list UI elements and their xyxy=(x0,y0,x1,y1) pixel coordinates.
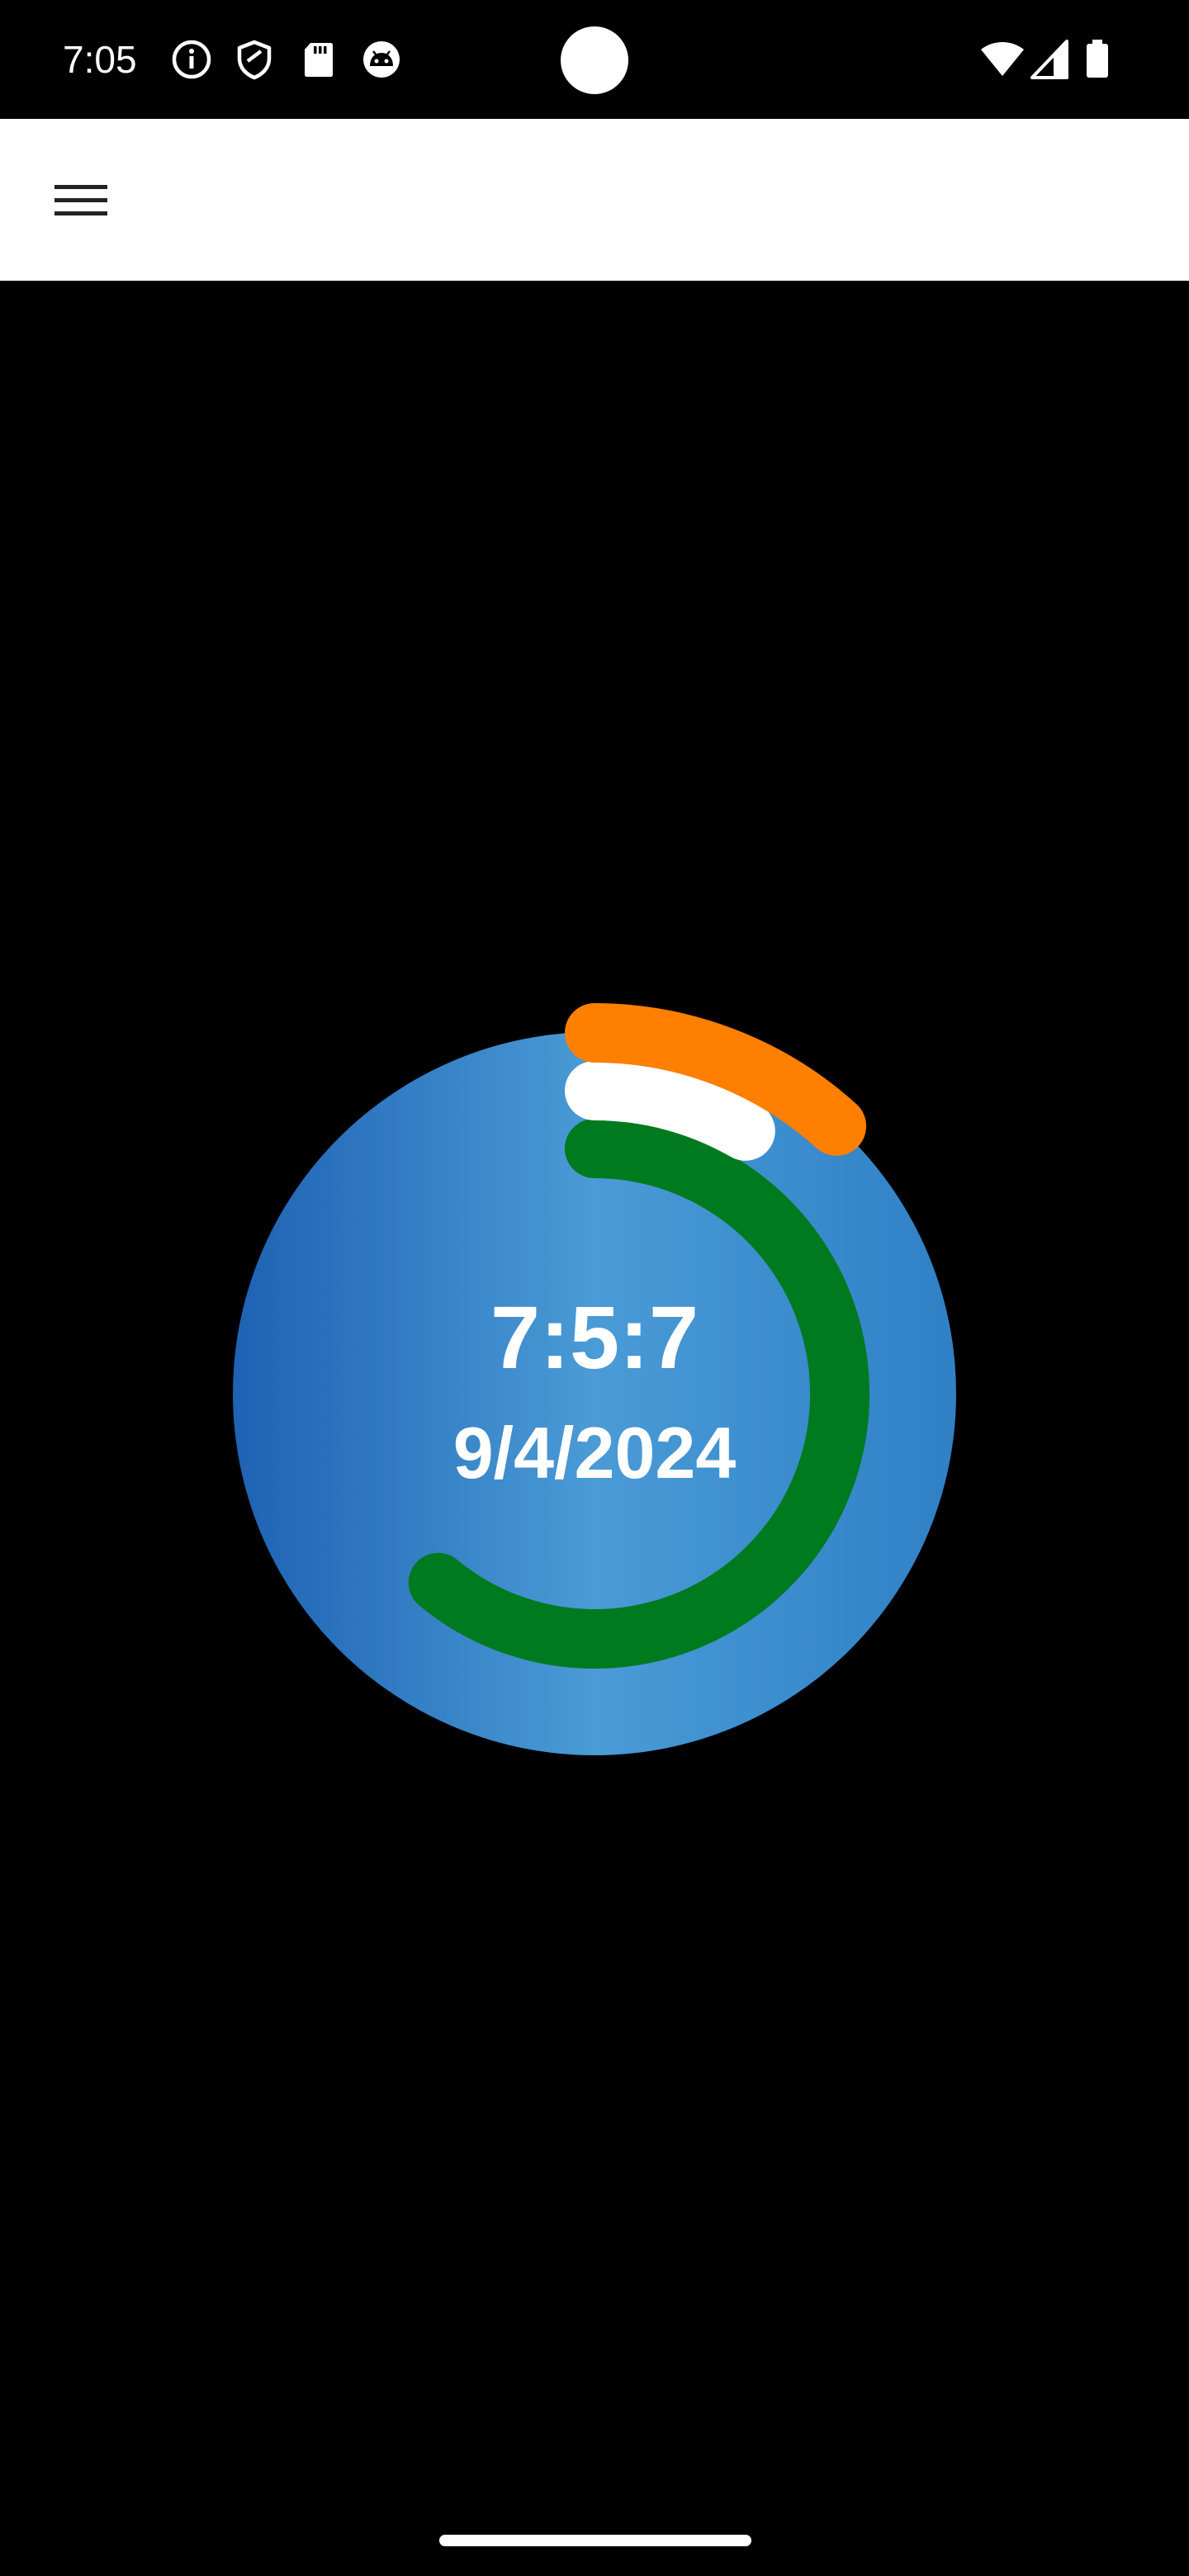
wifi-icon xyxy=(981,42,1024,76)
camera-cutout xyxy=(561,26,628,94)
clock-date: 9/4/2024 xyxy=(452,1412,737,1494)
shield-icon xyxy=(237,40,272,80)
home-indicator[interactable] xyxy=(439,2535,751,2546)
battery-icon xyxy=(1087,40,1108,78)
signal-icon xyxy=(1030,40,1068,79)
outer-ring xyxy=(565,1003,867,1156)
app-bar xyxy=(0,119,1189,281)
status-time: 7:05 xyxy=(63,38,137,81)
middle-ring xyxy=(565,1061,775,1161)
inner-ring xyxy=(408,1119,870,1669)
hamburger-menu-icon[interactable] xyxy=(48,172,114,230)
clock-area: 7:5:7 9/4/2024 xyxy=(0,281,1189,2576)
clock-time: 7:5:7 xyxy=(490,1287,699,1387)
sd-card-icon xyxy=(305,43,333,77)
info-icon xyxy=(172,40,211,79)
status-bar: 7:05 xyxy=(0,0,1189,119)
clock-graphic xyxy=(233,1003,956,1755)
android-icon xyxy=(363,41,400,78)
